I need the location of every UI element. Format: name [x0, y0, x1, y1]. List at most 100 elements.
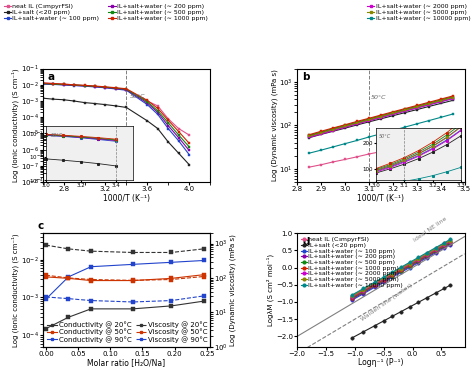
Line: IL+salt+water (∼ 100 ppm): IL+salt+water (∼ 100 ppm)	[350, 243, 452, 302]
IL+salt (<20 ppm)	[349, 336, 355, 340]
IL+salt+water (∼ 500 ppm)	[398, 268, 404, 273]
Line: IL+salt+water (∼ 10000 ppm): IL+salt+water (∼ 10000 ppm)	[350, 238, 452, 297]
IL+salt+water (∼ 100 ppm)	[381, 280, 387, 285]
Y-axis label: Log (Dynamic viscosity) (mPa s): Log (Dynamic viscosity) (mPa s)	[271, 69, 278, 181]
IL+salt+water (∼ 1000 ppm)	[390, 273, 395, 277]
neat IL (C₃mpyrFSI)	[407, 261, 412, 265]
IL+salt+water (∼ 500 ppm)	[372, 283, 378, 288]
IL+salt+water (∼ 5000 ppm)	[390, 271, 395, 276]
IL+salt+water (∼ 500 ppm)	[349, 296, 355, 301]
Text: 50°C: 50°C	[129, 94, 145, 99]
IL+salt+water (∼ 200 ppm)	[390, 274, 395, 279]
neat IL (C₃mpyrFSI)	[398, 266, 404, 270]
IL+salt+water (∼ 5000 ppm)	[398, 266, 404, 271]
IL+salt+water (∼ 5000 ppm)	[349, 294, 355, 299]
IL+salt+water (∼ 100 ppm)	[447, 242, 453, 247]
IL+salt+water (∼ 1000 ppm)	[407, 263, 412, 267]
Y-axis label: Log (Dynamic viscosity) (mPa s): Log (Dynamic viscosity) (mPa s)	[229, 234, 236, 346]
IL+salt (<20 ppm)	[433, 291, 438, 295]
Line: neat IL (C₃mpyrFSI): neat IL (C₃mpyrFSI)	[350, 239, 452, 298]
IL+salt+water (∼ 10000 ppm)	[372, 280, 378, 284]
X-axis label: 1000/T (K⁻¹): 1000/T (K⁻¹)	[103, 194, 150, 203]
Y-axis label: LogλM (S cm² mol⁻¹): LogλM (S cm² mol⁻¹)	[267, 254, 274, 326]
neat IL (C₃mpyrFSI)	[390, 271, 395, 275]
IL+salt (<20 ppm)	[407, 305, 412, 309]
IL+salt (<20 ppm)	[424, 295, 430, 300]
IL+salt+water (∼ 500 ppm)	[424, 254, 430, 258]
IL+salt+water (∼ 200 ppm)	[398, 269, 404, 274]
IL+salt (<20 ppm)	[441, 286, 447, 291]
IL+salt+water (∼ 5000 ppm)	[361, 288, 366, 292]
IL+salt+water (∼ 100 ppm)	[398, 270, 404, 275]
IL+salt+water (∼ 10000 ppm)	[407, 260, 412, 265]
IL+salt+water (∼ 5000 ppm)	[441, 242, 447, 247]
IL+salt+water (∼ 10000 ppm)	[416, 255, 421, 260]
IL+salt+water (∼ 2000 ppm)	[390, 272, 395, 277]
Text: b: b	[302, 72, 310, 82]
IL+salt+water (∼ 100 ppm)	[372, 285, 378, 290]
IL+salt+water (∼ 2000 ppm)	[447, 239, 453, 244]
IL+salt+water (∼ 500 ppm)	[381, 278, 387, 283]
IL+salt+water (∼ 200 ppm)	[349, 297, 355, 301]
IL+salt+water (∼ 5000 ppm)	[447, 239, 453, 243]
IL+salt+water (∼ 10000 ppm)	[441, 240, 447, 245]
Legend: neat IL (C₃mpyrFSI), IL+salt (<20 ppm), IL+salt+water (∼ 100 ppm): neat IL (C₃mpyrFSI), IL+salt (<20 ppm), …	[3, 3, 100, 22]
IL+salt+water (∼ 1000 ppm)	[433, 248, 438, 253]
IL+salt+water (∼ 500 ppm)	[390, 273, 395, 278]
IL+salt+water (∼ 2000 ppm)	[416, 257, 421, 262]
IL+salt+water (∼ 200 ppm)	[447, 241, 453, 246]
IL+salt+water (∼ 100 ppm)	[441, 246, 447, 250]
IL+salt+water (∼ 100 ppm)	[416, 260, 421, 265]
neat IL (C₃mpyrFSI)	[349, 293, 355, 298]
IL+salt (<20 ppm)	[381, 319, 387, 323]
X-axis label: 1000/T (K⁻¹): 1000/T (K⁻¹)	[357, 194, 404, 203]
neat IL (C₃mpyrFSI)	[447, 238, 453, 242]
IL+salt+water (∼ 100 ppm)	[424, 255, 430, 260]
IL+salt+water (∼ 2000 ppm)	[349, 295, 355, 299]
IL+salt+water (∼ 200 ppm)	[416, 259, 421, 264]
neat IL (C₃mpyrFSI)	[441, 241, 447, 246]
IL+salt+water (∼ 10000 ppm)	[361, 286, 366, 291]
IL+salt+water (∼ 10000 ppm)	[424, 250, 430, 255]
IL+salt+water (∼ 10000 ppm)	[390, 270, 395, 274]
IL+salt+water (∼ 100 ppm)	[361, 291, 366, 296]
neat IL (C₃mpyrFSI)	[424, 251, 430, 256]
IL+salt+water (∼ 200 ppm)	[424, 255, 430, 259]
Text: a: a	[48, 72, 55, 82]
IL+salt+water (∼ 5000 ppm)	[416, 256, 421, 261]
Legend: IL+salt+water (∼ 2000 ppm), IL+salt+water (∼ 5000 ppm), IL+salt+water (∼ 10000 p: IL+salt+water (∼ 2000 ppm), IL+salt+wate…	[366, 3, 471, 22]
Legend: Conductivity @ 20°C, Conductivity @ 50°C, Conductivity @ 90°C, Viscosity @ 20°C,: Conductivity @ 20°C, Conductivity @ 50°C…	[46, 320, 209, 343]
Text: 50°C: 50°C	[379, 134, 391, 139]
Legend: neat IL (C₃mpyrFSI), IL+salt (<20 ppm), IL+salt+water (∼ 100 ppm), IL+salt+water: neat IL (C₃mpyrFSI), IL+salt (<20 ppm), …	[300, 236, 404, 288]
IL+salt+water (∼ 10000 ppm)	[398, 265, 404, 269]
IL+salt+water (∼ 500 ppm)	[433, 249, 438, 253]
IL+salt (<20 ppm)	[361, 330, 366, 334]
Text: 50°C: 50°C	[371, 95, 387, 100]
Line: IL+salt+water (∼ 5000 ppm): IL+salt+water (∼ 5000 ppm)	[350, 239, 452, 298]
IL+salt+water (∼ 10000 ppm)	[381, 275, 387, 279]
Text: d: d	[302, 237, 310, 247]
IL+salt+water (∼ 1000 ppm)	[361, 289, 366, 293]
IL+salt+water (∼ 5000 ppm)	[433, 247, 438, 251]
IL+salt+water (∼ 2000 ppm)	[441, 243, 447, 247]
IL+salt+water (∼ 2000 ppm)	[381, 277, 387, 282]
IL+salt (<20 ppm)	[447, 283, 453, 288]
IL+salt+water (∼ 500 ppm)	[447, 241, 453, 245]
IL+salt+water (∼ 10000 ppm)	[447, 237, 453, 242]
IL+salt+water (∼ 500 ppm)	[407, 264, 412, 268]
IL+salt (<20 ppm)	[372, 323, 378, 328]
neat IL (C₃mpyrFSI)	[381, 275, 387, 280]
IL+salt+water (∼ 2000 ppm)	[372, 282, 378, 286]
IL+salt+water (∼ 500 ppm)	[416, 259, 421, 263]
Line: IL+salt+water (∼ 1000 ppm): IL+salt+water (∼ 1000 ppm)	[350, 240, 452, 299]
Line: IL+salt+water (∼ 500 ppm): IL+salt+water (∼ 500 ppm)	[350, 241, 452, 300]
IL+salt+water (∼ 200 ppm)	[441, 245, 447, 249]
IL+salt+water (∼ 2000 ppm)	[407, 262, 412, 267]
neat IL (C₃mpyrFSI)	[416, 256, 421, 261]
neat IL (C₃mpyrFSI)	[372, 280, 378, 285]
IL+salt+water (∼ 1000 ppm)	[416, 258, 421, 263]
IL+salt+water (∼ 1000 ppm)	[349, 296, 355, 300]
IL+salt+water (∼ 200 ppm)	[372, 284, 378, 288]
IL+salt+water (∼ 200 ppm)	[381, 279, 387, 283]
Line: IL+salt+water (∼ 2000 ppm): IL+salt+water (∼ 2000 ppm)	[350, 240, 452, 299]
